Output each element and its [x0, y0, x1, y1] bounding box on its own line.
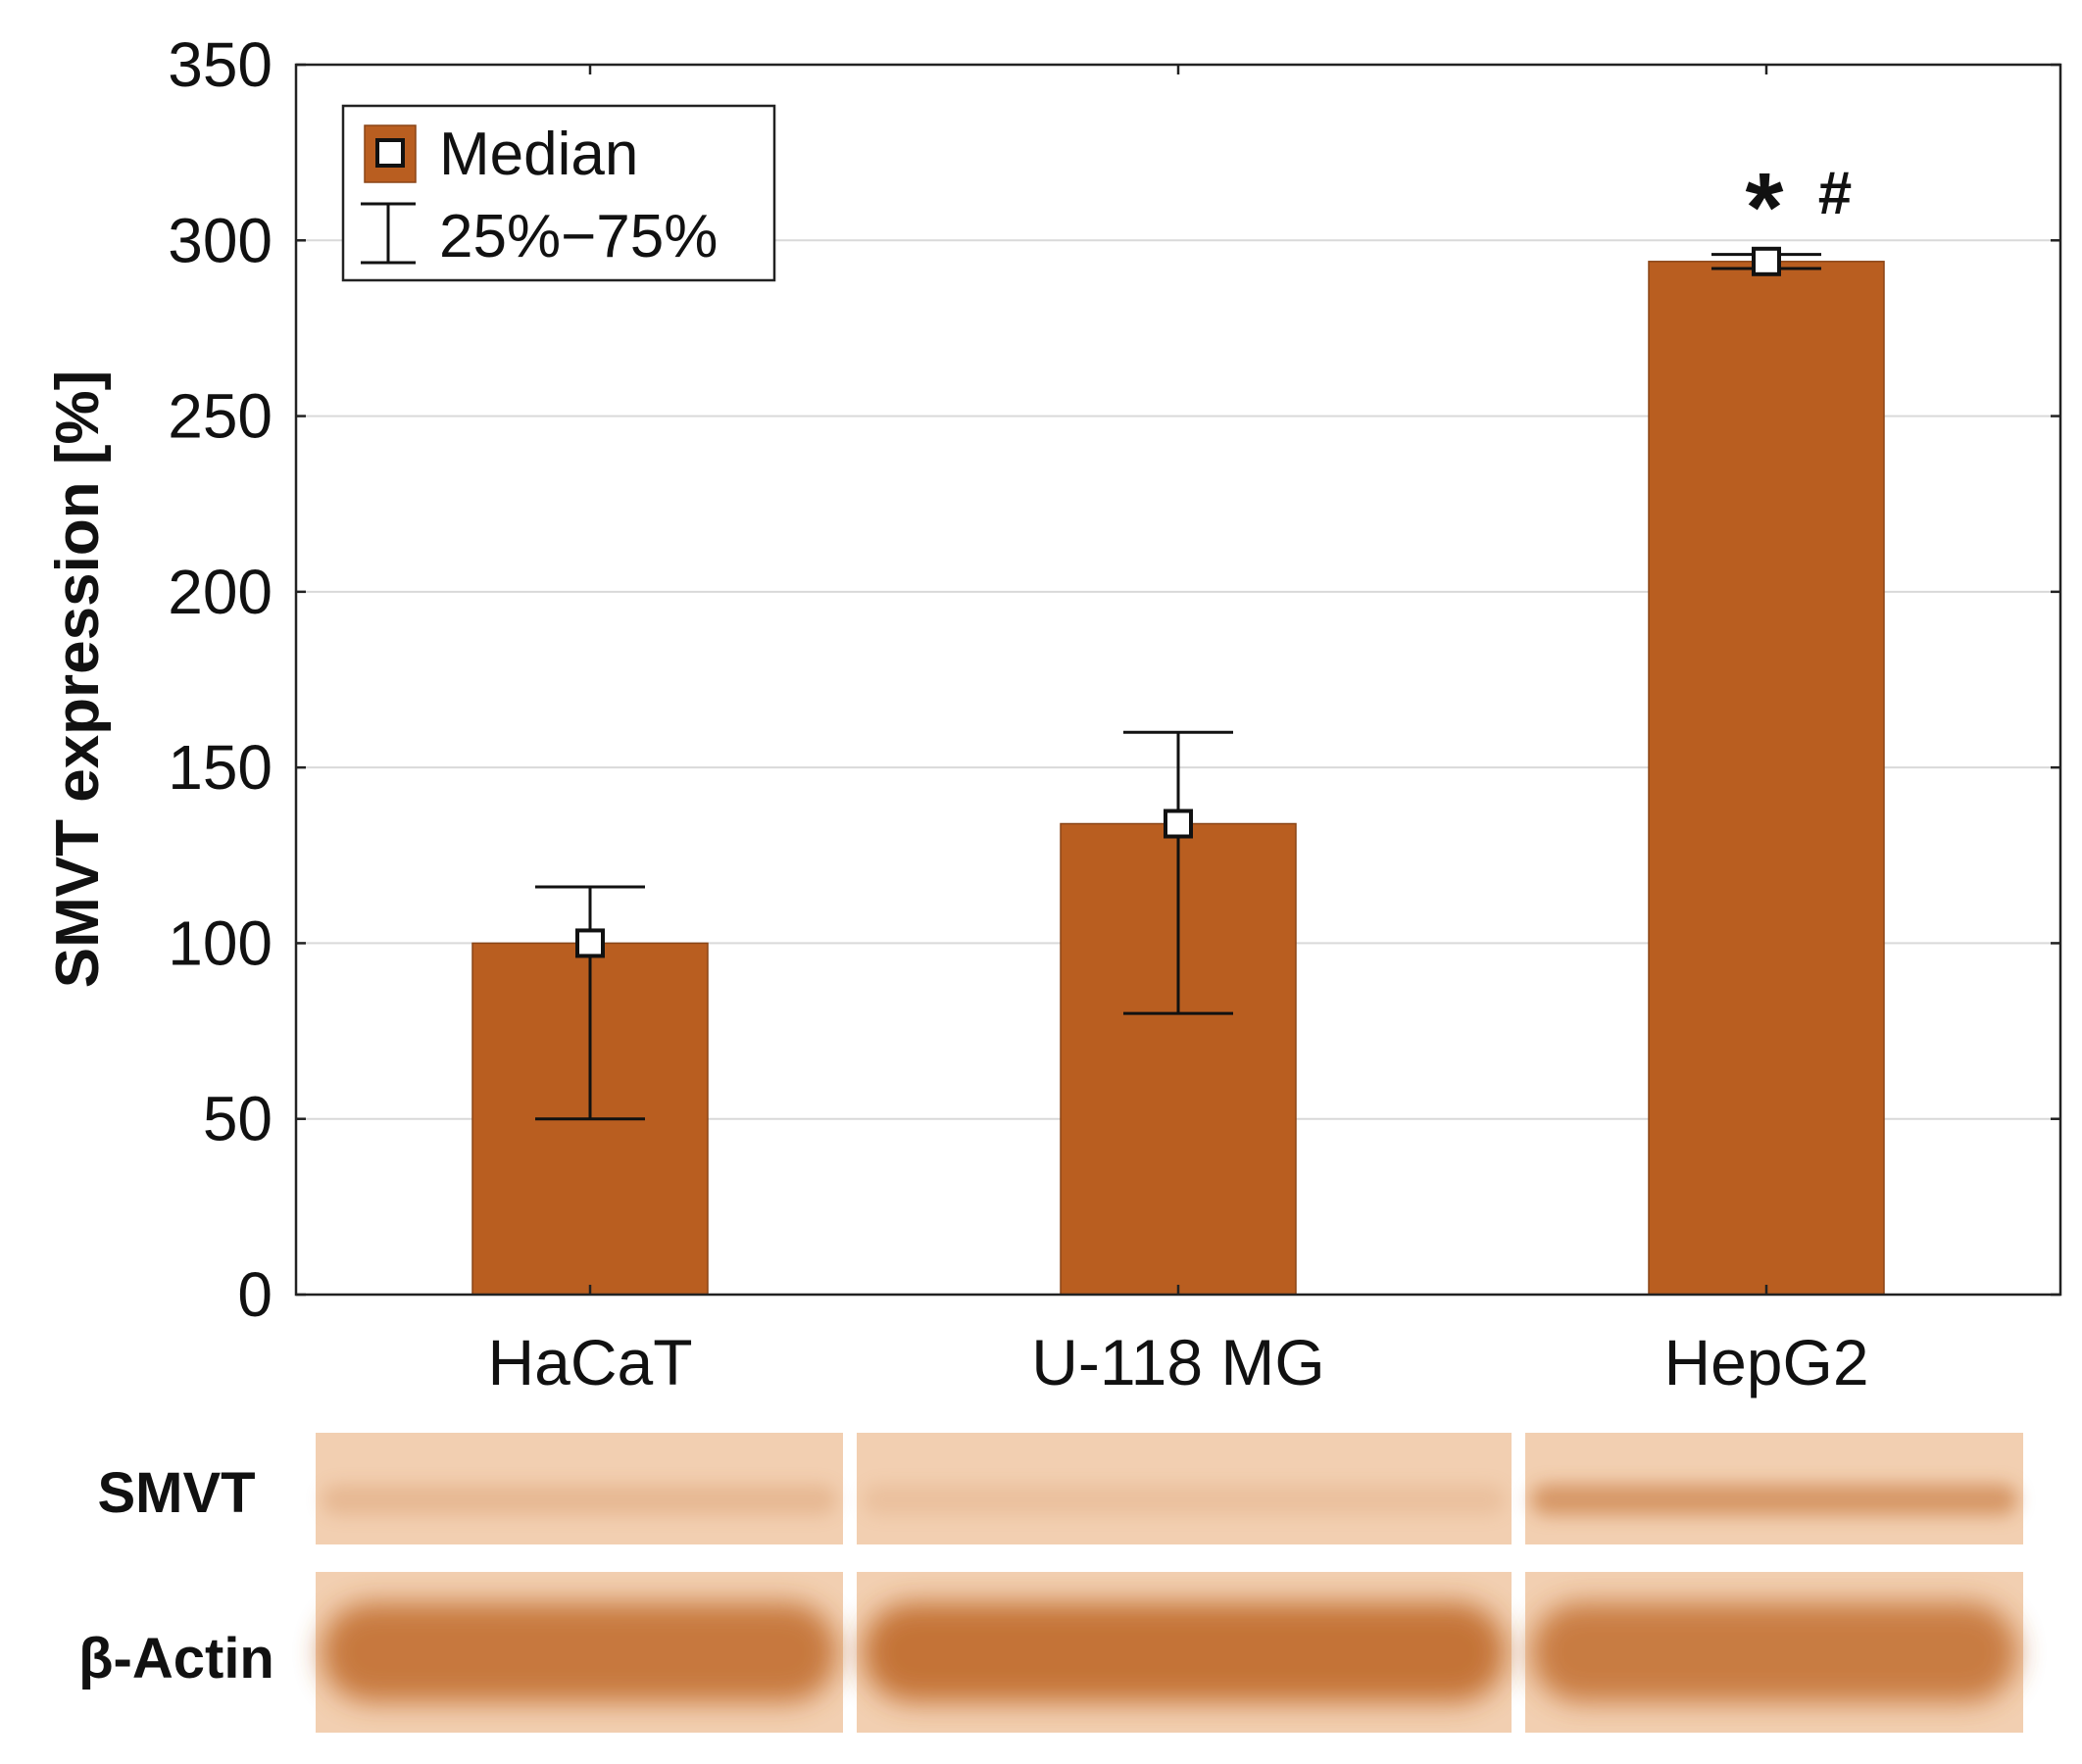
blot-band	[322, 1484, 837, 1516]
axis-ticks	[296, 63, 2060, 1297]
blot-band	[1531, 1602, 2017, 1702]
blot-panel-row0-col0	[316, 1433, 843, 1544]
median-markers	[575, 246, 1781, 958]
x-tick-label-hacat: HaCaT	[487, 1326, 692, 1398]
blot-band	[863, 1484, 1506, 1516]
blot-panel-row1-col2	[1525, 1572, 2023, 1733]
x-tick-labels: HaCaT U-118 MG HepG2	[487, 1326, 1868, 1398]
legend: Median 25%−75%	[341, 104, 776, 282]
y-tick-label-350: 350	[168, 29, 273, 100]
blot-band	[1531, 1484, 2017, 1516]
annotation-hash: #	[1818, 160, 1852, 227]
y-tick-label-200: 200	[168, 557, 273, 627]
blot-panel-row1-col0	[316, 1572, 843, 1733]
bars	[471, 261, 1885, 1296]
y-tick-label-250: 250	[168, 381, 273, 452]
y-tick-label-50: 50	[203, 1084, 273, 1154]
western-blot: SMVT β-Actin	[78, 1433, 2023, 1733]
legend-iqr-label: 25%−75%	[439, 203, 718, 270]
blot-band	[863, 1602, 1506, 1702]
median-marker-hacat	[575, 928, 605, 958]
legend-median-label: Median	[439, 121, 638, 188]
y-axis-label: SMVT expression [%]	[44, 370, 112, 988]
blot-panels	[316, 1433, 2023, 1733]
y-tick-labels: 0 50 100 150 200 250 300 350	[168, 29, 273, 1330]
significance-annotations: * #	[1746, 153, 1853, 263]
x-tick-label-hepg2: HepG2	[1663, 1326, 1868, 1398]
blot-panel-row0-col1	[857, 1433, 1512, 1544]
blot-row-label-smvt: SMVT	[97, 1461, 255, 1525]
y-tick-label-0: 0	[237, 1259, 273, 1330]
y-tick-label-100: 100	[168, 907, 273, 978]
y-tick-label-300: 300	[168, 205, 273, 275]
blot-panel-row1-col1	[857, 1572, 1512, 1733]
median-marker-hepg2	[1752, 246, 1781, 276]
y-tick-label-150: 150	[168, 732, 273, 803]
median-marker-u-118-mg	[1164, 808, 1193, 839]
bar-hepg2	[1648, 261, 1885, 1296]
x-tick-label-u-118-mg: U-118 MG	[1031, 1326, 1325, 1398]
legend-median-marker	[375, 138, 405, 168]
blot-band	[322, 1602, 837, 1702]
blot-panel-row0-col2	[1525, 1433, 2023, 1544]
annotation-asterisk: *	[1746, 153, 1784, 263]
error-bars	[535, 253, 1821, 1121]
blot-row-label-actin: β-Actin	[78, 1627, 274, 1690]
